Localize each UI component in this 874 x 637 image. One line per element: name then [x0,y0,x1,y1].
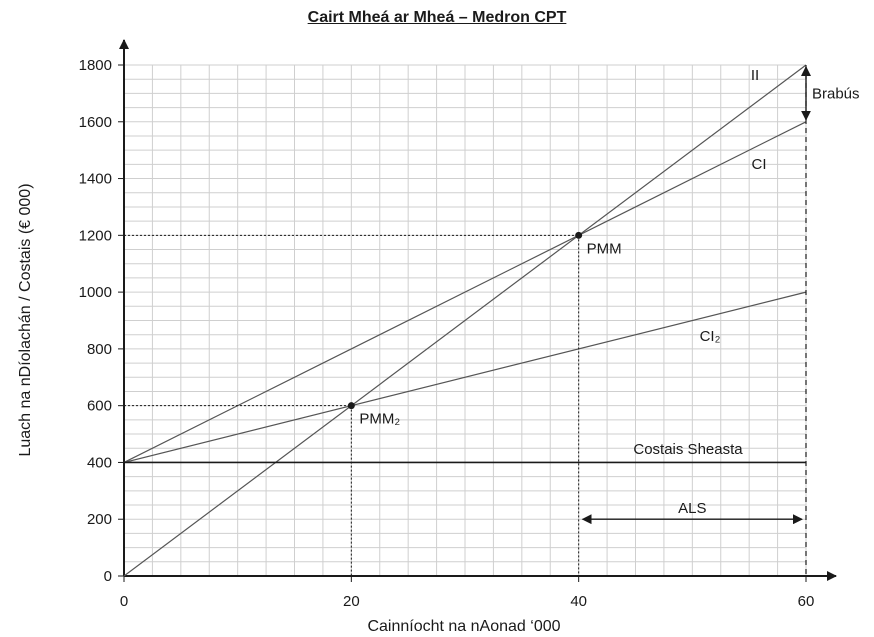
y-tick-label: 200 [87,511,112,528]
chart-title: Cairt Mheá ar Mheá – Medron CPT [307,9,567,26]
y-tick-label: 800 [87,341,112,358]
x-axis-label: Cainníocht na nAonad ‘000 [367,618,560,635]
y-tick-label: 600 [87,398,112,415]
x-tick-label: 40 [570,593,587,610]
series-label: Costais Sheasta [633,441,743,458]
series-line [123,64,807,577]
series-label: CI [752,156,767,173]
profit-label: Brabús [812,85,860,102]
y-tick-label: 1200 [79,227,112,244]
break-even-point [575,231,583,239]
y-tick-label: 400 [87,454,112,471]
series-label: II [751,67,759,84]
y-tick-label: 1800 [79,57,112,74]
series-label: CI₂ [700,328,721,345]
point-label: PMM₂ [359,411,400,428]
point-label: PMM [587,240,622,257]
x-tick-label: 60 [798,593,815,610]
y-tick-label: 0 [104,568,112,585]
y-tick-label: 1400 [79,171,112,188]
x-tick-label: 20 [343,593,360,610]
y-tick-label: 1600 [79,114,112,131]
x-tick-label: 0 [120,593,128,610]
break-even-point [347,402,355,410]
margin-of-safety-label: ALS [678,500,706,517]
series-line [123,291,807,464]
axes: 0 200 400 600 800 1000 1200 1400 1600 1800 0 20 40 60 [79,39,837,610]
y-axis-label: Luach na nDíolachán / Costais (€ 000) [17,183,34,456]
annotations: II CI CI₂ Costais Sheasta PMM PMM₂ Brabús ALS [124,65,860,576]
y-tick-label: 1000 [79,284,112,301]
